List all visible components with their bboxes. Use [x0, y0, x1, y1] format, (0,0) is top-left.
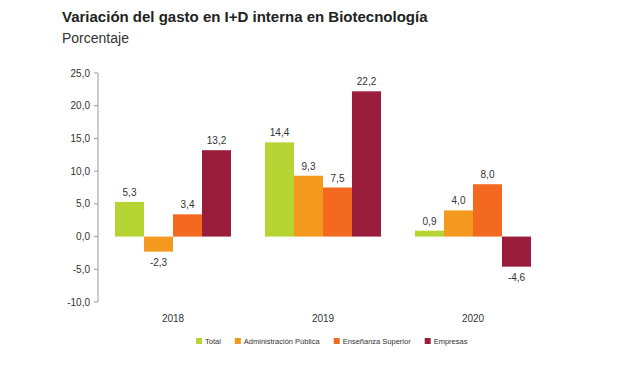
chart: Variación del gasto en I+D interna en Bi… — [0, 0, 620, 368]
title: Variación del gasto en I+D interna en Bi… — [62, 8, 428, 25]
legend-swatch — [235, 338, 241, 344]
legend-label: Administración Pública — [244, 337, 321, 346]
y-tick — [94, 105, 98, 106]
data-label: 9,3 — [302, 161, 316, 172]
data-label: -4,6 — [508, 272, 526, 283]
y-tick-label: -5,0 — [73, 264, 91, 275]
data-label: 0,9 — [423, 216, 437, 227]
data-labels: 5,3 14,4 0,9 -2,3 9,3 4,0 3,4 7,5 8,0 13,2 22,2 -4,… — [123, 76, 526, 282]
bar — [473, 184, 502, 236]
y-tick-label: 0,0 — [76, 231, 90, 242]
data-label: 7,5 — [331, 173, 345, 184]
bar — [352, 91, 381, 236]
y-tick — [94, 138, 98, 139]
bar — [144, 237, 173, 252]
data-label: 22,2 — [357, 76, 377, 87]
data-label: -2,3 — [150, 257, 168, 268]
y-tick-label: 5,0 — [76, 198, 90, 209]
y-tick — [94, 269, 98, 270]
bar — [323, 188, 352, 237]
data-label: 5,3 — [123, 187, 137, 198]
y-axis-line — [98, 73, 99, 302]
legend-label: Enseñanza Superior — [343, 337, 411, 346]
bar — [294, 176, 323, 237]
x-tick-label: 2019 — [312, 313, 335, 324]
y-tick-label: 10,0 — [71, 166, 91, 177]
legend-label: Empresas — [434, 337, 468, 346]
y-tick — [94, 171, 98, 172]
legend-label: Total — [205, 337, 221, 346]
data-label: 4,0 — [452, 195, 466, 206]
bars — [115, 91, 531, 266]
bar — [173, 214, 202, 236]
bar — [444, 210, 473, 236]
x-tick-label: 2020 — [462, 313, 485, 324]
y-tick-label: 15,0 — [71, 133, 91, 144]
y-tick-label: 20,0 — [71, 100, 91, 111]
data-label: 13,2 — [207, 135, 227, 146]
data-label: 3,4 — [181, 199, 195, 210]
bar — [202, 150, 231, 236]
bar — [502, 237, 531, 267]
legend: Total Administración Pública Enseñanza Sup… — [196, 337, 468, 346]
bar — [415, 231, 444, 237]
y-tick — [94, 302, 98, 303]
y-tick — [94, 236, 98, 237]
y-tick-label: -10,0 — [67, 297, 90, 308]
data-label: 8,0 — [481, 169, 495, 180]
bar — [115, 202, 144, 237]
bar — [265, 142, 294, 236]
subtitle: Porcentaje — [62, 30, 129, 46]
legend-swatch — [334, 338, 340, 344]
y-tick — [94, 203, 98, 204]
y-tick — [94, 73, 98, 74]
data-label: 14,4 — [270, 127, 290, 138]
legend-swatch — [425, 338, 431, 344]
y-tick-label: 25,0 — [71, 68, 91, 79]
legend-swatch — [196, 338, 202, 344]
x-tick-label: 2018 — [162, 313, 185, 324]
